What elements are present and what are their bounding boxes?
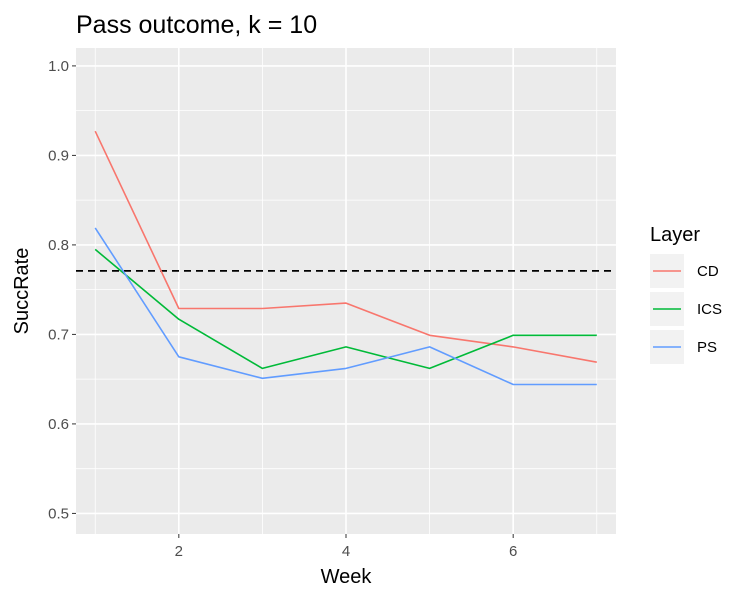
legend-title: Layer (650, 224, 700, 246)
legend-label-ics: ICS (697, 301, 722, 318)
legend-label-ps: PS (697, 339, 717, 356)
x-tick-label: 4 (342, 543, 350, 560)
series-line-ps (94, 227, 597, 386)
y-tick-label: 0.7 (48, 326, 69, 343)
grid-major (76, 48, 616, 534)
y-tick-label: 0.8 (48, 237, 69, 254)
y-tick-label: 0.9 (48, 147, 69, 164)
series-layer (94, 130, 597, 386)
legend: Layer CD ICS PS (650, 224, 722, 364)
chart-title: Pass outcome, k = 10 (76, 11, 317, 39)
x-axis: 2 4 6 (175, 534, 517, 560)
legend-label-cd: CD (697, 263, 719, 280)
x-tick-label: 2 (175, 543, 183, 560)
y-axis-title: SuccRate (11, 248, 33, 335)
y-tick-label: 1.0 (48, 58, 69, 75)
x-axis-title: Week (321, 566, 373, 588)
series-line-cd (94, 130, 597, 363)
series-line-ics (94, 248, 597, 370)
y-tick-label: 0.6 (48, 416, 69, 433)
y-tick-label: 0.5 (48, 505, 69, 522)
x-tick-label: 6 (509, 543, 517, 560)
y-axis: 0.5 0.6 0.7 0.8 0.9 1.0 (48, 58, 76, 522)
